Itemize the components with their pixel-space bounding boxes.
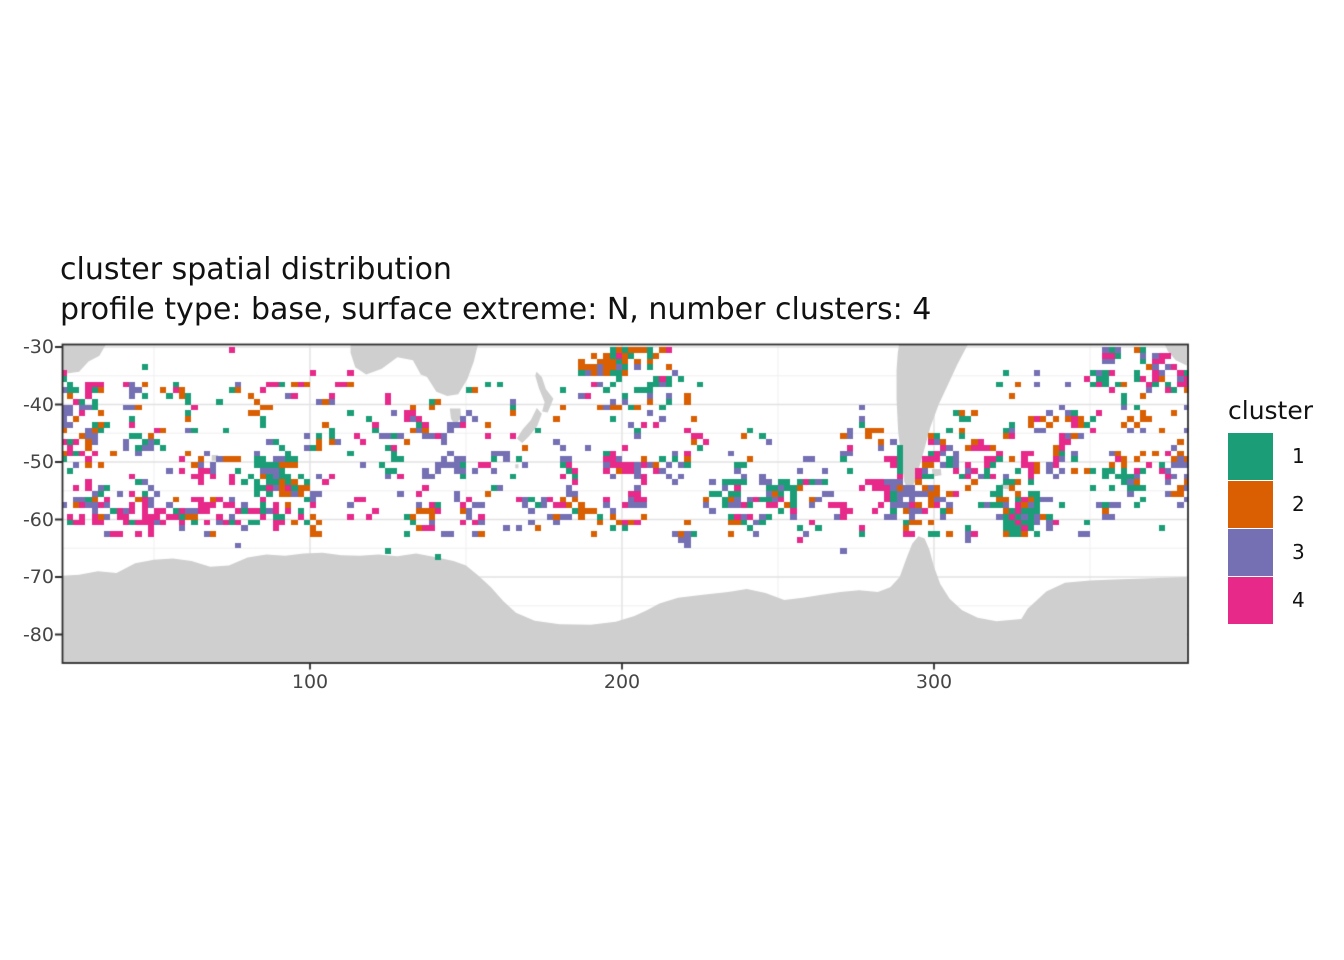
- legend-entry-cluster-4: 4: [1228, 577, 1313, 624]
- y-tick-label: -70: [22, 566, 54, 588]
- y-tick-label: -80: [22, 623, 54, 646]
- x-tick-label: 300: [915, 671, 953, 693]
- legend-key-swatch-1: [1228, 433, 1273, 480]
- legend-key-swatch-4: [1228, 577, 1273, 624]
- y-tick-label: -40: [22, 393, 54, 416]
- legend-key-swatch-3: [1228, 529, 1273, 576]
- legend: cluster 1 2 3 4: [1228, 397, 1313, 625]
- x-tick-label: 200: [603, 671, 641, 693]
- legend-label: 4: [1292, 588, 1305, 613]
- legend-key-swatch-2: [1228, 481, 1273, 528]
- legend-label: 3: [1292, 540, 1305, 565]
- legend-label: 2: [1292, 492, 1305, 517]
- legend-label: 1: [1292, 444, 1305, 469]
- chart-subtitle: profile type: base, surface extreme: N, …: [60, 292, 932, 327]
- chart-title: cluster spatial distribution: [60, 252, 452, 287]
- legend-entry-cluster-3: 3: [1228, 529, 1313, 576]
- legend-entry-cluster-2: 2: [1228, 481, 1313, 528]
- x-tick-label: 100: [291, 671, 329, 693]
- y-tick-label: -60: [22, 508, 54, 531]
- legend-entries: 1 2 3 4: [1228, 433, 1313, 624]
- legend-entry-cluster-1: 1: [1228, 433, 1313, 480]
- y-tick-label: -30: [22, 336, 54, 358]
- y-tick-label: -50: [22, 451, 54, 473]
- legend-title: cluster: [1228, 396, 1314, 425]
